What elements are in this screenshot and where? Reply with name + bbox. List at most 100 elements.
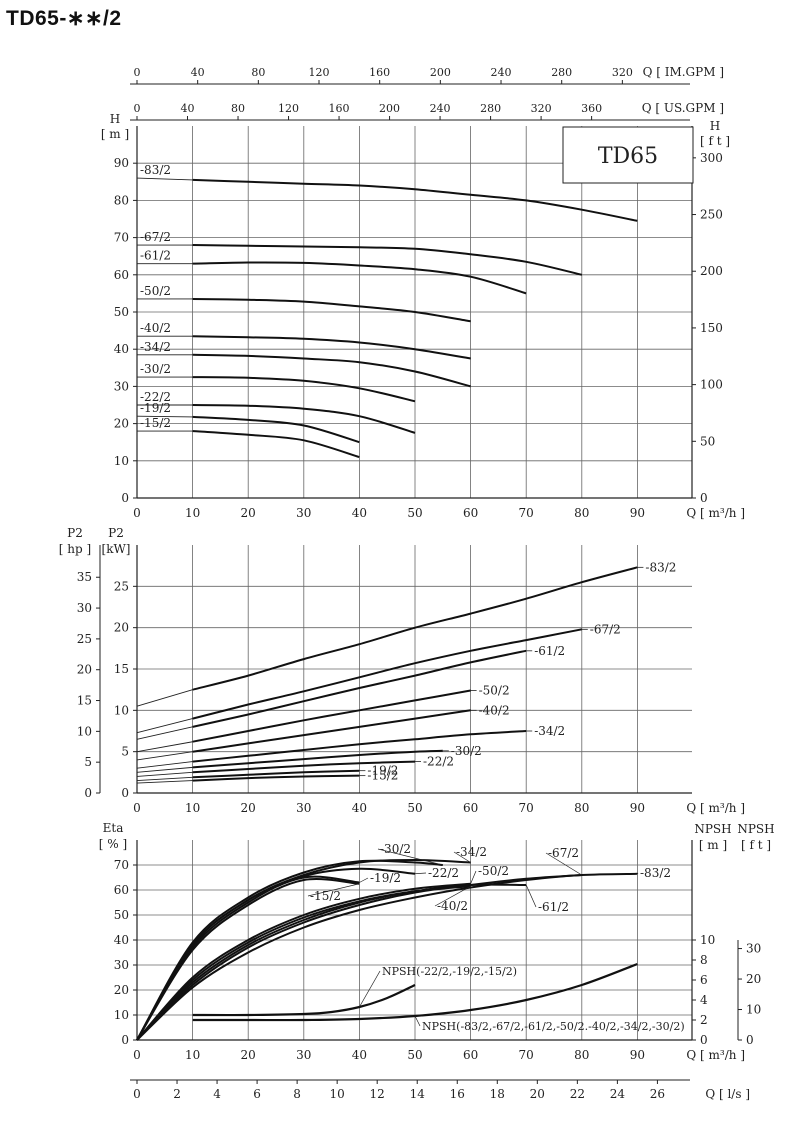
head-m-tick-label: 40: [114, 342, 129, 356]
npsh-ft-axis-unit: [ f t ]: [741, 838, 771, 852]
q-ls-tick-label: 26: [650, 1087, 665, 1101]
power-q-tick-label: 20: [241, 801, 256, 815]
head-curve-label: -83/2: [140, 163, 171, 177]
eta-axis-title: Eta: [103, 821, 124, 835]
eta-q-tick-label: 50: [407, 1048, 422, 1062]
curves-layer: [136, 177, 638, 1041]
p2-kw-axis-title: P2: [108, 526, 124, 540]
head-curve: [192, 376, 416, 403]
eta-tick-label: 70: [114, 858, 129, 872]
labels-layer: -83/2-67/2-61/2-50/2-40/2-34/2-30/2-22/2…: [140, 163, 685, 1033]
eta-tick-label: 10: [114, 1008, 129, 1022]
p2-kw-tick-label: 10: [114, 703, 129, 717]
q-us-gpm-tick-label: 200: [379, 102, 400, 115]
eta-curve-label: -83/2: [640, 866, 671, 880]
eta-curve-label: -50/2: [478, 864, 509, 878]
head-ft-tick-label: 100: [700, 378, 723, 392]
eta-curve-label: -19/2: [370, 871, 401, 885]
head-ft-axis-title: H: [710, 119, 720, 133]
npsh-ft-tick-label: 30: [746, 942, 761, 956]
npsh-m-tick-label: 2: [700, 1013, 708, 1027]
head-q-tick-label: 90: [630, 506, 645, 520]
power-curve-leader: [136, 780, 193, 784]
power-curve: [192, 774, 360, 782]
power-curve-label: -34/2: [534, 724, 565, 738]
power-curve: [192, 769, 360, 779]
head-ft-tick-label: 200: [700, 264, 723, 278]
p2-hp-tick-label: 15: [77, 694, 92, 708]
eta-curve-label-leader: [359, 877, 369, 883]
head-curve-label: -67/2: [140, 230, 171, 244]
npsh-ft-tick-label: 0: [746, 1033, 754, 1047]
eta-curve: [136, 883, 527, 1041]
head-curve-label: -50/2: [140, 284, 171, 298]
head-m-tick-label: 50: [114, 305, 129, 319]
q-us-gpm-tick-label: 40: [181, 102, 195, 115]
p2-kw-tick-label: 15: [114, 662, 129, 676]
eta-q-tick-label: 70: [519, 1048, 534, 1062]
q-im-gpm-axis-label: Q [ IM.GPM ]: [643, 65, 724, 79]
q-ls-tick-label: 10: [330, 1087, 345, 1101]
npsh-m-tick-label: 8: [700, 953, 708, 967]
npsh-ft-axis-title: NPSH: [737, 822, 774, 836]
power-curve-label: -15/2: [367, 769, 398, 783]
head-curve: [192, 353, 471, 388]
eta-curve-label-leader: [453, 851, 471, 863]
eta-curve-label-leader: [637, 872, 639, 874]
npsh-ft-tick-label: 10: [746, 1003, 761, 1017]
p2-hp-axis-title: P2: [67, 526, 83, 540]
p2-kw-tick-label: 25: [114, 579, 129, 593]
page-title: TD65-∗∗/2: [6, 7, 122, 30]
power-curve-label: -22/2: [423, 755, 454, 769]
power-q-tick-label: 0: [133, 801, 141, 815]
q-im-gpm-tick-label: 40: [191, 66, 205, 79]
power-curve: [192, 760, 416, 774]
npsh-m-tick-label: 6: [700, 973, 708, 987]
eta-curve: [136, 867, 416, 1041]
head-m-tick-label: 0: [121, 491, 129, 505]
head-m-tick-label: 20: [114, 417, 129, 431]
q-im-gpm-tick-label: 240: [491, 66, 512, 79]
p2-hp-tick-label: 0: [84, 786, 92, 800]
power-curve-leader: [136, 741, 193, 753]
head-m-tick-label: 80: [114, 193, 129, 207]
npsh-m-axis-unit: [ m ]: [699, 838, 727, 852]
p2-hp-tick-label: 35: [77, 570, 92, 584]
power-curve: [192, 709, 471, 753]
npsh-curve-label-leader: [414, 1015, 421, 1027]
p2-kw-axis-unit: [kW]: [102, 542, 131, 556]
eta-q-axis-label: Q [ m³/h ]: [686, 1048, 745, 1062]
npsh-curve-label: NPSH(-83/2,-67/2,-61/2,-50/2.-40/2,-34/2…: [422, 1020, 685, 1033]
head-q-tick-label: 50: [407, 506, 422, 520]
q-im-gpm-tick-label: 280: [551, 66, 572, 79]
eta-curve-label-leader: [307, 883, 360, 897]
power-curve-leader: [136, 766, 193, 773]
axes-layer: 0 40 80 120 160 200 240 280 320 Q [ IM.GPM ]0 40 80…: [59, 65, 775, 1101]
head-curve-label: -30/2: [140, 362, 171, 376]
eta-tick-label: 40: [114, 933, 129, 947]
p2-kw-tick-label: 0: [121, 786, 129, 800]
eta-tick-label: 60: [114, 883, 129, 897]
head-q-tick-label: 20: [241, 506, 256, 520]
eta-q-tick-label: 60: [463, 1048, 478, 1062]
npsh-curve-label: NPSH(-22/2,-19/2,-15/2): [382, 965, 517, 978]
npsh-m-tick-label: 0: [700, 1033, 708, 1047]
eta-curve-label-leader: [434, 885, 471, 907]
eta-curve: [136, 878, 360, 1041]
head-m-axis-title: H: [110, 112, 120, 126]
q-ls-tick-label: 24: [610, 1087, 626, 1101]
eta-curve-label: -30/2: [380, 842, 411, 856]
eta-axis-unit: [ % ]: [99, 837, 127, 851]
p2-kw-tick-label: 20: [114, 621, 129, 635]
power-q-tick-label: 70: [519, 801, 534, 815]
head-curve-label: -22/2: [140, 390, 171, 404]
head-curve: [192, 335, 471, 360]
power-q-tick-label: 60: [463, 801, 478, 815]
eta-curve-label-leader: [377, 848, 443, 866]
eta-q-tick-label: 30: [296, 1048, 311, 1062]
head-q-tick-label: 60: [463, 506, 478, 520]
power-q-tick-label: 10: [185, 801, 200, 815]
power-curve-leader: [136, 751, 193, 761]
head-curve-leader: [136, 415, 193, 418]
eta-curve: [136, 885, 471, 1041]
